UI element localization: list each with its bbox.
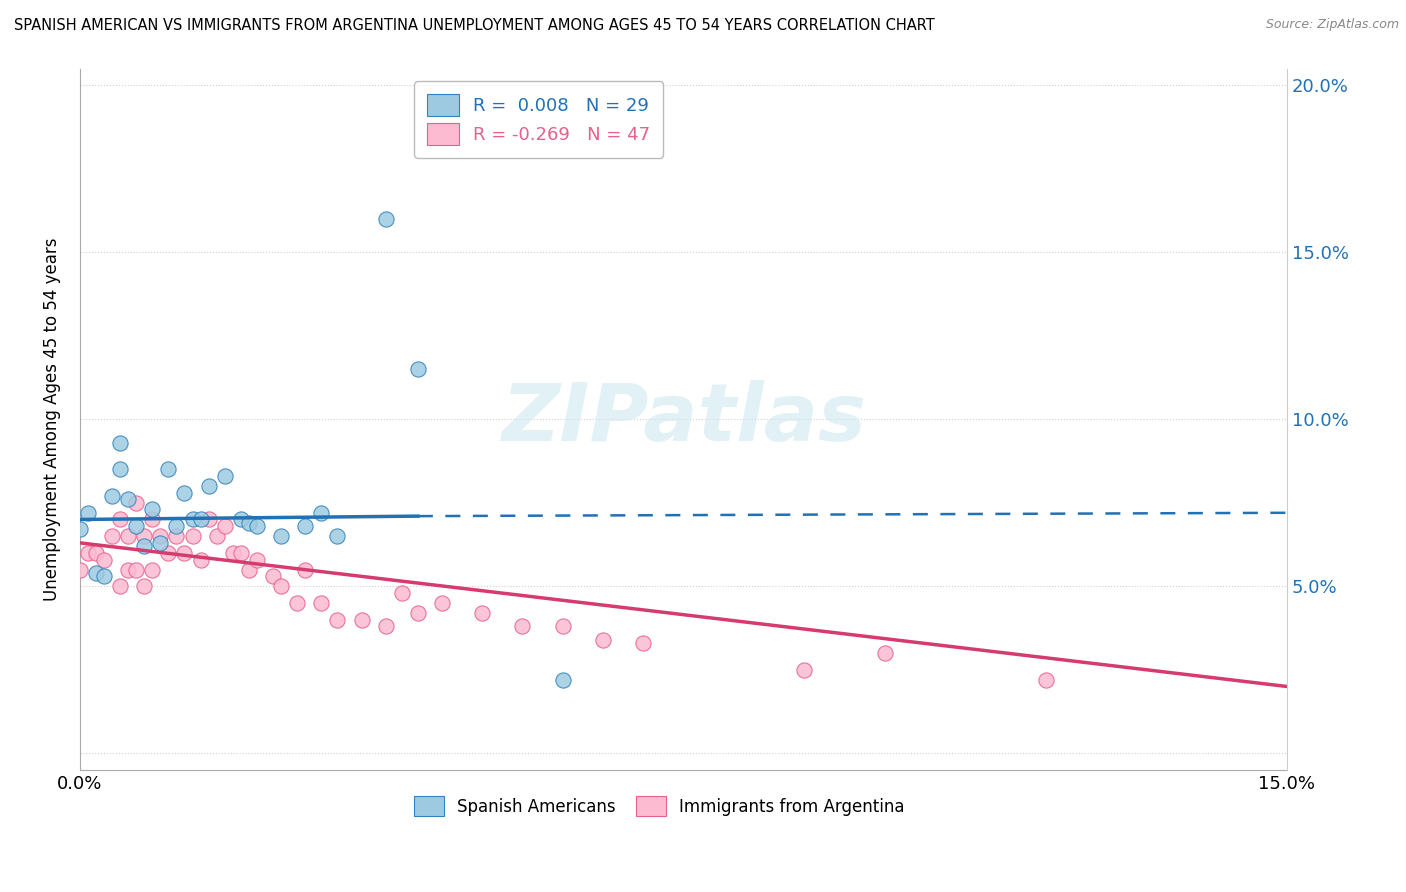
- Point: [165, 529, 187, 543]
- Text: Source: ZipAtlas.com: Source: ZipAtlas.com: [1265, 18, 1399, 31]
- Point: [77, 506, 100, 520]
- Point: [149, 529, 172, 543]
- Point: [117, 529, 139, 543]
- Point: [125, 496, 148, 510]
- Point: [149, 536, 172, 550]
- Point: [108, 512, 131, 526]
- Point: [141, 512, 163, 526]
- Point: [238, 516, 260, 530]
- Text: SPANISH AMERICAN VS IMMIGRANTS FROM ARGENTINA UNEMPLOYMENT AMONG AGES 45 TO 54 Y: SPANISH AMERICAN VS IMMIGRANTS FROM ARGE…: [14, 18, 935, 33]
- Point: [197, 512, 219, 526]
- Point: [270, 529, 292, 543]
- Point: [69, 523, 91, 537]
- Point: [117, 492, 139, 507]
- Point: [229, 546, 252, 560]
- Point: [108, 435, 131, 450]
- Point: [350, 613, 373, 627]
- Point: [214, 519, 236, 533]
- Point: [93, 569, 115, 583]
- Point: [471, 606, 494, 620]
- Point: [262, 569, 284, 583]
- Point: [430, 596, 453, 610]
- Point: [270, 579, 292, 593]
- Point: [181, 529, 204, 543]
- Legend: Spanish Americans, Immigrants from Argentina: Spanish Americans, Immigrants from Argen…: [405, 788, 912, 825]
- Point: [391, 586, 413, 600]
- Point: [246, 552, 269, 566]
- Text: ZIPatlas: ZIPatlas: [501, 380, 866, 458]
- Point: [873, 646, 896, 660]
- Point: [214, 469, 236, 483]
- Point: [117, 563, 139, 577]
- Point: [101, 529, 124, 543]
- Point: [108, 579, 131, 593]
- Point: [311, 596, 333, 610]
- Point: [406, 606, 429, 620]
- Point: [93, 552, 115, 566]
- Point: [190, 512, 212, 526]
- Point: [326, 529, 349, 543]
- Point: [793, 663, 815, 677]
- Point: [238, 563, 260, 577]
- Point: [108, 462, 131, 476]
- Point: [173, 546, 195, 560]
- Y-axis label: Unemployment Among Ages 45 to 54 years: Unemployment Among Ages 45 to 54 years: [44, 237, 60, 601]
- Point: [181, 512, 204, 526]
- Point: [374, 619, 396, 633]
- Point: [374, 211, 396, 226]
- Point: [173, 485, 195, 500]
- Point: [165, 519, 187, 533]
- Point: [294, 563, 316, 577]
- Point: [141, 563, 163, 577]
- Point: [69, 563, 91, 577]
- Point: [134, 529, 156, 543]
- Point: [77, 546, 100, 560]
- Point: [141, 502, 163, 516]
- Point: [406, 362, 429, 376]
- Point: [551, 619, 574, 633]
- Point: [157, 546, 180, 560]
- Point: [134, 539, 156, 553]
- Point: [551, 673, 574, 687]
- Point: [246, 519, 269, 533]
- Point: [125, 563, 148, 577]
- Point: [1035, 673, 1057, 687]
- Point: [134, 579, 156, 593]
- Point: [592, 632, 614, 647]
- Point: [101, 489, 124, 503]
- Point: [197, 479, 219, 493]
- Point: [285, 596, 308, 610]
- Point: [125, 519, 148, 533]
- Point: [512, 619, 534, 633]
- Point: [84, 546, 107, 560]
- Point: [84, 566, 107, 580]
- Point: [294, 519, 316, 533]
- Point: [311, 506, 333, 520]
- Point: [229, 512, 252, 526]
- Point: [190, 552, 212, 566]
- Point: [157, 462, 180, 476]
- Point: [631, 636, 654, 650]
- Point: [222, 546, 245, 560]
- Point: [205, 529, 228, 543]
- Point: [326, 613, 349, 627]
